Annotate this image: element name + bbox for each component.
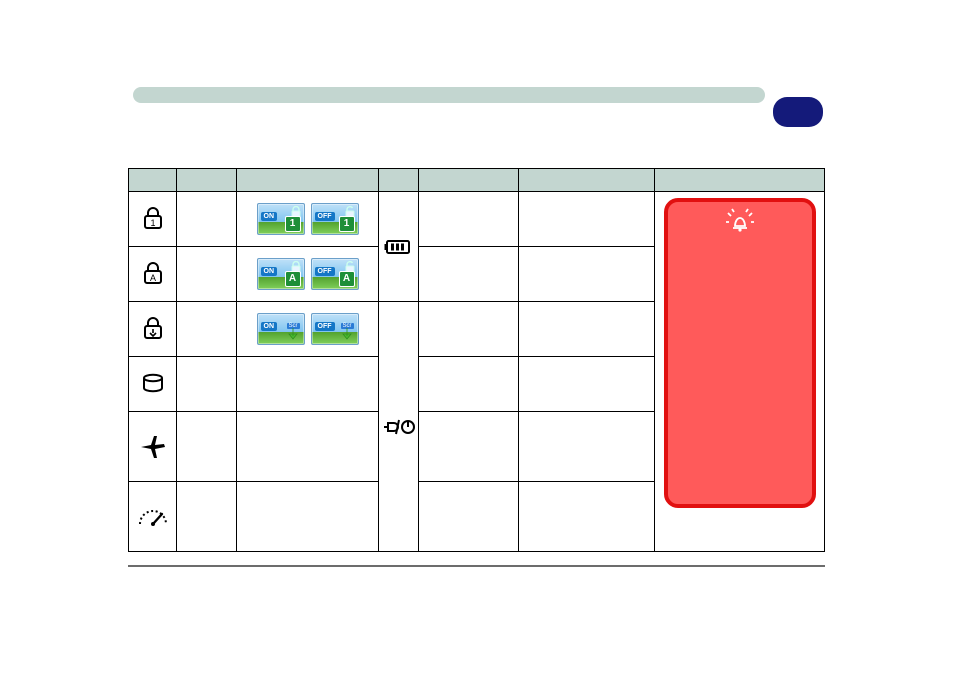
cell [519,247,655,302]
col-header [419,169,519,192]
svg-text:A: A [149,273,155,283]
numlock-off-badge: OFF 1 [311,203,359,235]
badge-state: ON [261,267,278,276]
gauge-icon [136,506,170,528]
scrolllock-off-badge: OFF Scr [311,313,359,345]
capslock-icon: A [140,261,166,287]
cell [419,412,519,482]
row-icon-cell: 1 [129,192,177,247]
badge-state: OFF [315,267,335,276]
cell [177,482,237,552]
badge-kind: 1 [339,216,355,232]
indicator-cell: ON A OFF A [237,247,379,302]
indicator-cell: ON 1 OFF 1 [237,192,379,247]
cell [519,412,655,482]
cell [519,302,655,357]
hdd-icon [140,373,166,395]
row-icon-cell [129,482,177,552]
row-icon-cell [129,412,177,482]
numlock-on-badge: ON 1 [257,203,305,235]
arrow-down-icon [285,326,301,342]
cell [419,247,519,302]
svg-text:1: 1 [150,218,155,228]
cell [519,357,655,412]
row-icon-cell [129,357,177,412]
cell [177,412,237,482]
cell [519,192,655,247]
cell [237,357,379,412]
scrolllock-icon [140,316,166,342]
cell [419,302,519,357]
col-header [379,169,419,192]
battery-icon [384,238,414,256]
col-header [129,169,177,192]
alarm-panel [664,198,816,508]
badge-kind: 1 [285,216,301,232]
scrolllock-on-badge: ON Scr [257,313,305,345]
capslock-on-badge: ON A [257,258,305,290]
status-icon-cell [379,192,419,302]
bottom-rule [128,565,825,567]
cell [177,357,237,412]
page: 1 ON 1 OFF [0,0,954,673]
cell [177,302,237,357]
col-header [655,169,825,192]
status-icon-cell [379,302,419,552]
power-plug-icon [382,416,416,438]
cell [237,482,379,552]
airplane-icon [138,432,168,462]
numlock-icon: 1 [140,206,166,232]
cell [419,482,519,552]
badge-kind: A [285,271,301,287]
badge-state: OFF [315,212,335,221]
alarm-bell-icon [725,208,755,234]
section-title-bar [133,87,765,103]
col-header [519,169,655,192]
badge-state: ON [261,322,278,331]
badge-state: OFF [315,322,335,331]
cell [177,247,237,302]
row-icon-cell: A [129,247,177,302]
cell [419,357,519,412]
col-header [237,169,379,192]
row-icon-cell [129,302,177,357]
col-header [177,169,237,192]
badge-kind: A [339,271,355,287]
page-badge [773,97,823,127]
badge-state: ON [261,212,278,221]
cell [177,192,237,247]
cell [419,192,519,247]
table-header-row [129,169,825,192]
cell [519,482,655,552]
arrow-down-icon [339,326,355,342]
indicator-cell: ON Scr OFF Scr [237,302,379,357]
cell [237,412,379,482]
capslock-off-badge: OFF A [311,258,359,290]
